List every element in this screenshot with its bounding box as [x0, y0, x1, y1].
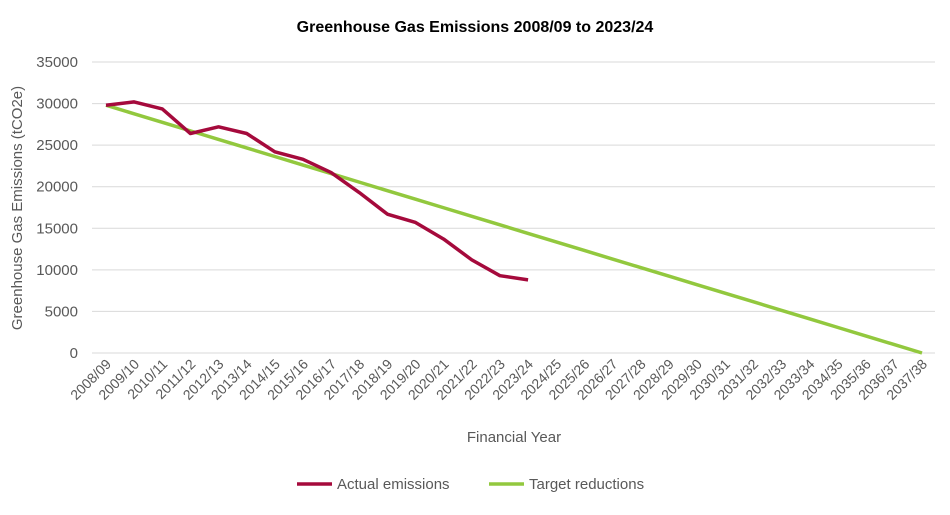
y-tick-label: 5000 [45, 303, 78, 320]
y-tick-label: 25000 [36, 137, 78, 154]
series-line-target-reductions [105, 103, 923, 355]
chart-title: Greenhouse Gas Emissions 2008/09 to 2023… [297, 19, 654, 36]
y-tick-label: 30000 [36, 96, 78, 113]
y-tick-label: 10000 [36, 262, 78, 279]
legend-label-actual: Actual emissions [337, 476, 450, 493]
y-axis-label: Greenhouse Gas Emissions (tCO2e) [9, 86, 26, 330]
x-axis-label: Financial Year [467, 429, 561, 446]
y-tick-label: 15000 [36, 220, 78, 237]
y-tick-label: 0 [70, 345, 78, 362]
legend: Actual emissions Target reductions [297, 476, 644, 493]
series-line-actual-emissions [105, 100, 529, 282]
legend-label-target: Target reductions [529, 476, 644, 493]
y-tick-label: 20000 [36, 179, 78, 196]
y-tick-label: 35000 [36, 54, 78, 71]
